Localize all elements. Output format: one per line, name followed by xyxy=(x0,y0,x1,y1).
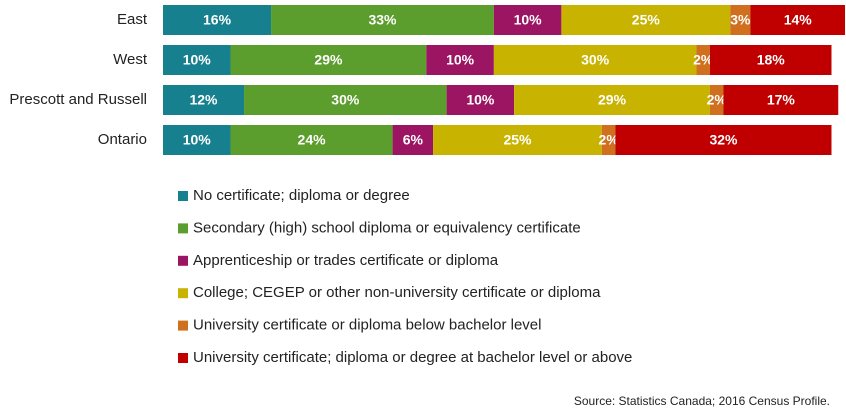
legend-swatch xyxy=(178,255,188,266)
legend-label: Secondary (high) school diploma or equiv… xyxy=(193,219,581,236)
legend-swatch xyxy=(178,223,188,234)
data-label: 6% xyxy=(403,132,424,148)
data-label: 18% xyxy=(757,52,786,68)
bar-segment xyxy=(615,125,832,155)
bar-segment xyxy=(561,5,731,35)
legend-label: Apprenticeship or trades certificate or … xyxy=(193,252,499,269)
data-label: 3% xyxy=(730,12,751,28)
bar-segment xyxy=(163,125,231,155)
category-label: Ontario xyxy=(98,131,147,148)
data-label: 10% xyxy=(514,12,543,28)
bar-segment xyxy=(271,5,494,35)
data-label: 12% xyxy=(189,92,218,108)
bar-segment xyxy=(730,5,751,35)
bar-segment xyxy=(163,85,245,115)
data-label: 33% xyxy=(368,12,397,28)
data-label: 2% xyxy=(599,132,620,148)
category-label: West xyxy=(113,51,148,68)
legend-swatch xyxy=(178,353,188,363)
data-label: 25% xyxy=(632,12,661,28)
data-label: 16% xyxy=(203,12,232,28)
legend-label: College; CEGEP or other non-university c… xyxy=(193,284,601,301)
bar-segment xyxy=(433,125,602,155)
bar-segment xyxy=(426,45,494,75)
bar-segment xyxy=(709,85,724,115)
legend-label: University certificate; diploma or degre… xyxy=(193,349,632,366)
bar-segment xyxy=(709,45,832,75)
legend-label: No certificate; diploma or degree xyxy=(193,187,410,204)
data-label: 14% xyxy=(784,12,813,28)
data-label: 10% xyxy=(183,132,212,148)
data-label: 10% xyxy=(446,52,475,68)
data-label: 2% xyxy=(707,92,728,108)
bar-segment xyxy=(392,125,434,155)
bar-segment xyxy=(750,5,845,35)
data-label: 17% xyxy=(767,92,796,108)
legend-swatch xyxy=(178,191,188,201)
data-label: 29% xyxy=(598,92,627,108)
bar-segment xyxy=(446,85,515,115)
bar-segment xyxy=(493,5,562,35)
bar-segment xyxy=(230,45,427,75)
data-label: 32% xyxy=(709,132,738,148)
legend-swatch xyxy=(178,320,188,331)
bar-segment xyxy=(514,85,710,115)
bar-segment xyxy=(601,125,616,155)
source-note: Source: Statistics Canada; 2016 Census P… xyxy=(574,394,830,408)
data-label: 2% xyxy=(693,52,714,68)
data-label: 24% xyxy=(298,132,327,148)
bar-segment xyxy=(230,125,393,155)
data-label: 10% xyxy=(466,92,495,108)
bar-segment xyxy=(696,45,710,75)
bar-segment xyxy=(163,45,231,75)
data-label: 29% xyxy=(314,52,343,68)
bar-segment xyxy=(244,85,447,115)
data-label: 30% xyxy=(331,92,360,108)
bar-segment xyxy=(163,5,272,35)
category-label: Prescott and Russell xyxy=(9,91,147,108)
legend-swatch xyxy=(178,288,188,299)
data-label: 10% xyxy=(183,52,212,68)
bar-segment xyxy=(723,85,839,115)
legend-label: University certificate or diploma below … xyxy=(193,317,542,334)
bar-segment xyxy=(493,45,697,75)
data-label: 25% xyxy=(503,132,532,148)
category-label: East xyxy=(117,11,148,28)
data-label: 30% xyxy=(581,52,610,68)
